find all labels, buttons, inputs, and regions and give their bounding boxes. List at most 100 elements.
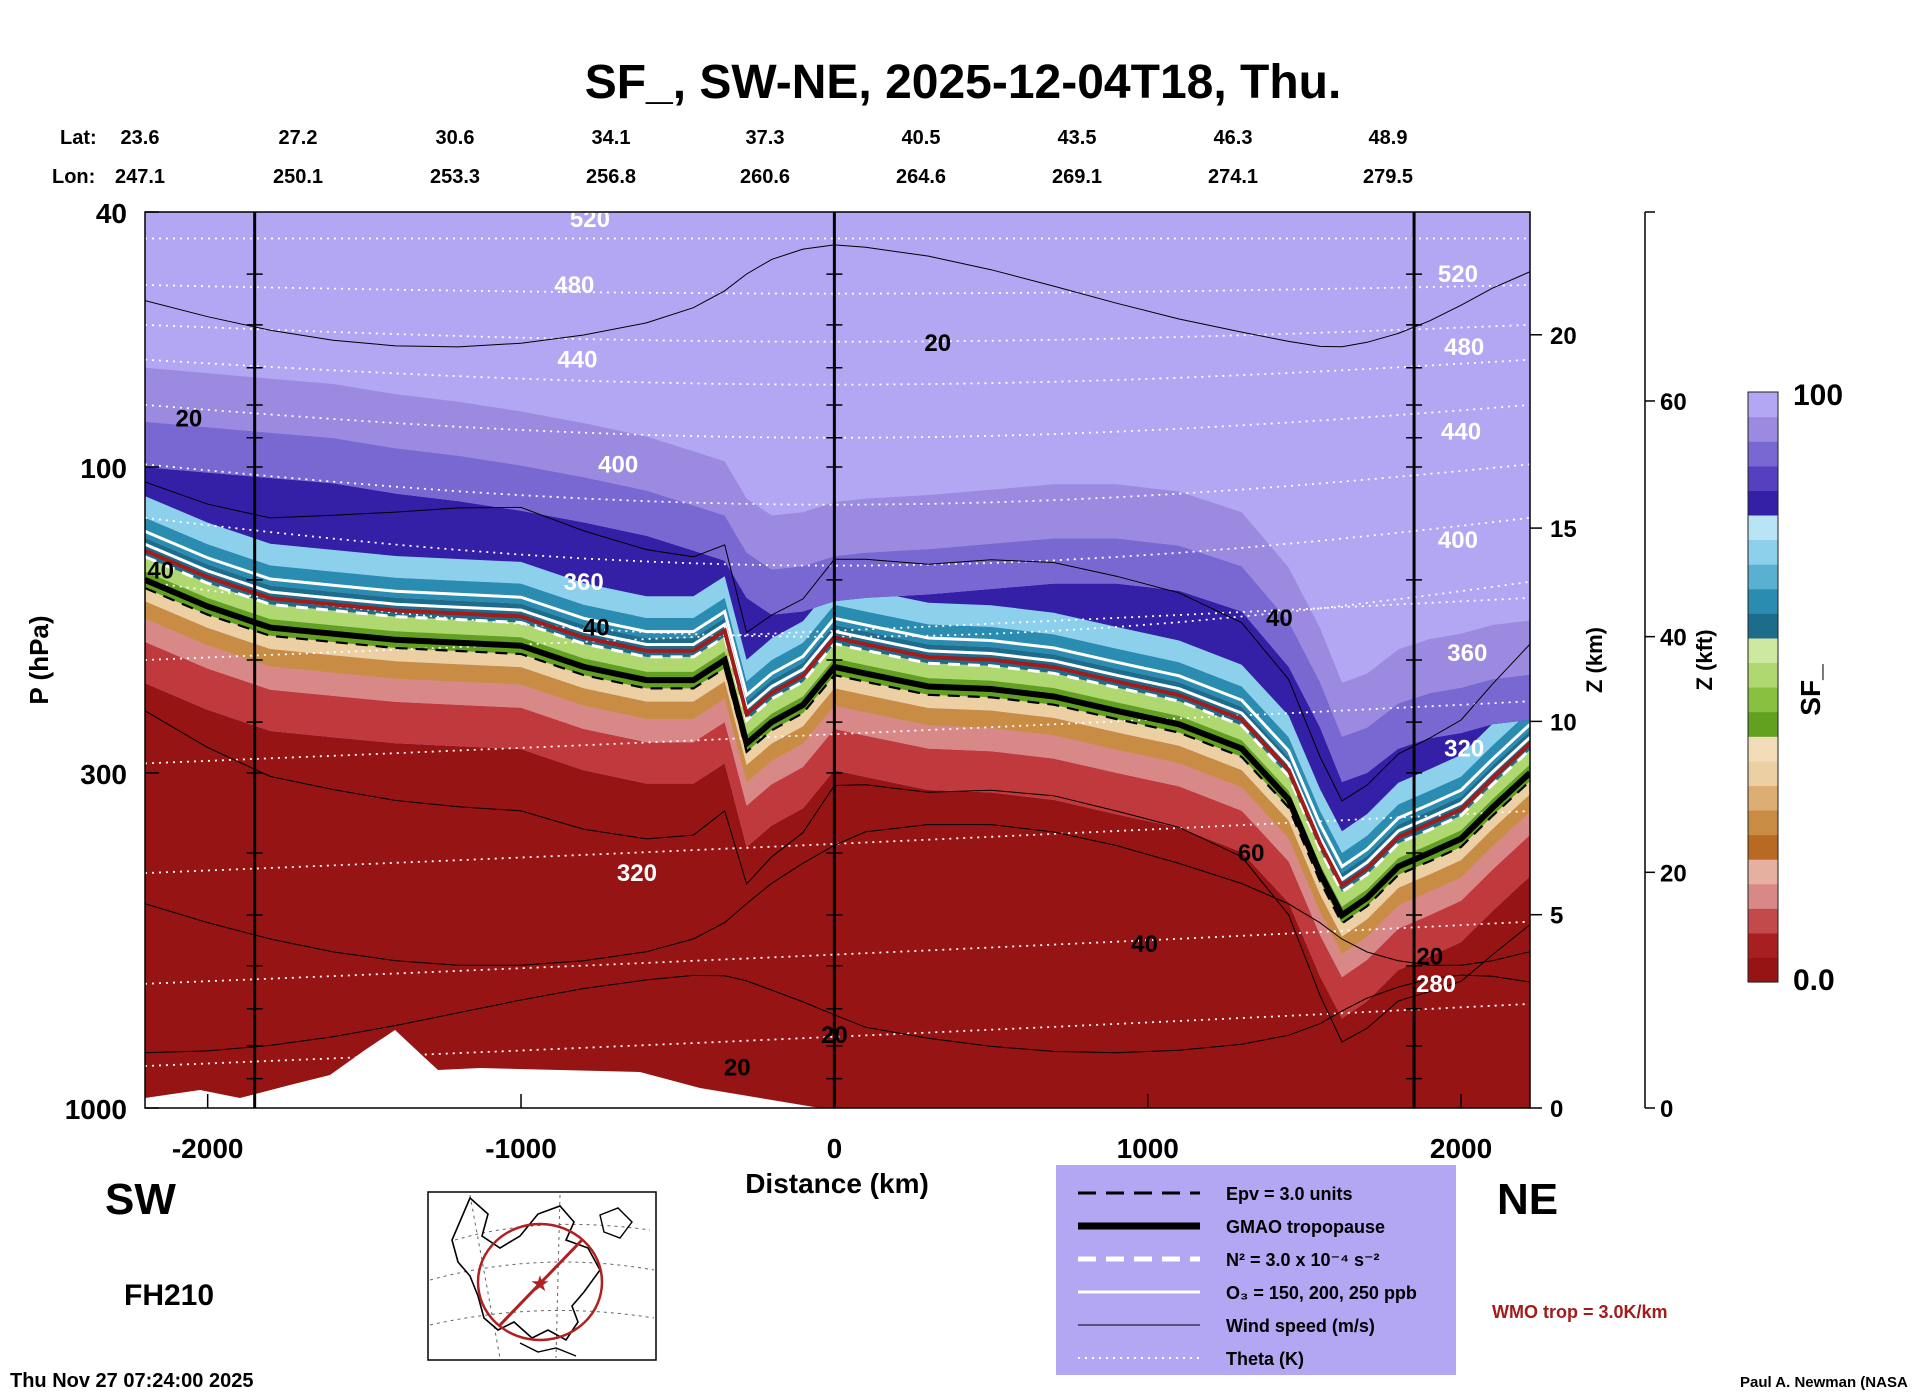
wind-contour-label: 20	[724, 1055, 751, 1082]
longitude-label: 274.1	[1208, 166, 1258, 188]
inset-map-coastline	[599, 1207, 633, 1239]
wmo-trop-label: WMO trop = 3.0K/km	[1492, 1302, 1668, 1322]
theta-contour-label: 320	[1444, 736, 1484, 763]
latitude-label: 37.3	[746, 127, 785, 149]
y-tick-label: 300	[80, 759, 127, 790]
longitude-label: 260.6	[740, 166, 790, 188]
colorbar-title: SF_	[1795, 664, 1826, 716]
y-axis-z-kft: 0 20 40 60	[1644, 211, 1687, 1123]
theta-contour-label: 360	[564, 569, 604, 596]
theta-contour-label: 400	[1438, 527, 1478, 554]
theta-contours	[145, 237, 1530, 1067]
sf-band	[145, 683, 1530, 1108]
longitude-label: 269.1	[1052, 166, 1102, 188]
colorbar-segment	[1748, 490, 1778, 516]
colorbar-segment	[1748, 392, 1778, 418]
colorbar-segment	[1748, 932, 1778, 958]
terrain-mask	[145, 1030, 820, 1108]
sf-band	[145, 421, 1530, 782]
wind-contour-label: 40	[147, 557, 174, 584]
latitude-label: 46.3	[1214, 127, 1253, 149]
theta-contour-label: 480	[1444, 334, 1484, 361]
latitude-label: 43.5	[1058, 127, 1097, 149]
z-kft-tick-label: 0	[1660, 1096, 1673, 1123]
inset-map-section-line	[498, 1238, 584, 1327]
longitude-label: 256.8	[586, 166, 636, 188]
ozone-contour	[145, 542, 1530, 882]
y-tick-label: 100	[80, 453, 127, 484]
colorbar-segment	[1748, 465, 1778, 491]
legend-label: O₃ = 150, 200, 250 ppb	[1226, 1283, 1417, 1303]
inset-map-coastline	[451, 1196, 601, 1342]
sf-band	[145, 367, 1530, 737]
colorbar-segment	[1748, 859, 1778, 885]
latitude-label: 34.1	[592, 127, 631, 149]
theta-contour-label: 280	[1416, 971, 1456, 998]
plot-frame	[144, 211, 1531, 1109]
x-tick-label: 2000	[1430, 1133, 1492, 1164]
inset-map-frame	[427, 1191, 657, 1361]
colorbar	[1747, 391, 1779, 983]
chart-title: SF_, SW-NE, 2025-12-04T18, Thu.	[585, 56, 1342, 109]
theta-contour	[145, 516, 1530, 567]
colorbar-segment	[1748, 637, 1778, 663]
longitude-label: 250.1	[273, 166, 323, 188]
colorbar-segment	[1748, 711, 1778, 737]
run-timestamp: Thu Nov 27 07:24:00 2025	[10, 1370, 253, 1392]
wind-contour-label: 20	[821, 1022, 848, 1049]
x-axis-label: Distance (km)	[745, 1168, 929, 1199]
colorbar-segment	[1748, 539, 1778, 565]
colorbar-segment	[1748, 760, 1778, 786]
latitude-label: 48.9	[1369, 127, 1408, 149]
colorbar-segment	[1748, 957, 1778, 983]
theta-contour-label: 520	[1438, 261, 1478, 288]
wind-contour-label: 20	[1416, 943, 1443, 970]
sf-band	[145, 642, 1530, 1019]
inset-map-center-star: ★	[530, 1271, 550, 1296]
colorbar-frame	[1747, 391, 1779, 983]
y-axis-label: P (hPa)	[24, 615, 54, 704]
x-axis: -2000 -1000 0 1000 2000	[172, 1094, 1492, 1164]
ozone-contour	[145, 530, 1530, 869]
legend-label: N² = 3.0 x 10⁻⁴ s⁻²	[1226, 1250, 1379, 1270]
direction-sw: SW	[105, 1175, 176, 1224]
x-tick-label: -2000	[172, 1133, 244, 1164]
vertical-reference-lines	[246, 212, 1423, 1108]
theta-contour	[145, 597, 1530, 661]
wind-contour	[145, 974, 1530, 1054]
z-km-tick-label: 15	[1550, 516, 1577, 543]
theta-contour-label: 520	[570, 206, 610, 233]
theta-contour-label: 360	[1447, 640, 1487, 667]
latitude-label: 40.5	[902, 127, 941, 149]
x-tick-label: 0	[827, 1133, 843, 1164]
wind-contour-label: 20	[176, 406, 203, 433]
inset-map-range-circle	[476, 1222, 604, 1342]
forecast-hour: FH210	[124, 1279, 214, 1312]
colorbar-segment	[1748, 514, 1778, 541]
wind-contour-label: 40	[1266, 605, 1293, 632]
z-kft-tick-label: 40	[1660, 625, 1687, 652]
wind-contour	[145, 710, 1530, 1043]
legend-background	[1056, 1165, 1456, 1375]
inset-map-gridline	[429, 1309, 655, 1326]
theta-contour	[145, 358, 1530, 386]
y-tick-label: 1000	[65, 1094, 127, 1125]
wind-contour-label: 40	[1131, 931, 1158, 958]
z-km-tick-label: 5	[1550, 903, 1563, 930]
longitude-label: 264.6	[896, 166, 946, 188]
z-km-tick-label: 10	[1550, 709, 1577, 736]
colorbar-segment	[1748, 662, 1778, 688]
z-kft-axis-label: Z (kft)	[1692, 629, 1717, 690]
colorbar-segment	[1748, 883, 1778, 909]
colorbar-segment	[1748, 687, 1778, 713]
latitude-label: 27.2	[279, 127, 318, 149]
theta-contour	[145, 463, 1530, 506]
wind-contour-label: 40	[583, 615, 610, 642]
colorbar-segment	[1748, 736, 1778, 762]
colorbar-segment	[1748, 564, 1778, 590]
legend-label: Wind speed (m/s)	[1226, 1316, 1375, 1336]
inset-map-gridline	[429, 1261, 655, 1281]
z-km-tick-label: 20	[1550, 323, 1577, 350]
longitude-label: 279.5	[1363, 166, 1413, 188]
theta-contour-label: 320	[617, 860, 657, 887]
